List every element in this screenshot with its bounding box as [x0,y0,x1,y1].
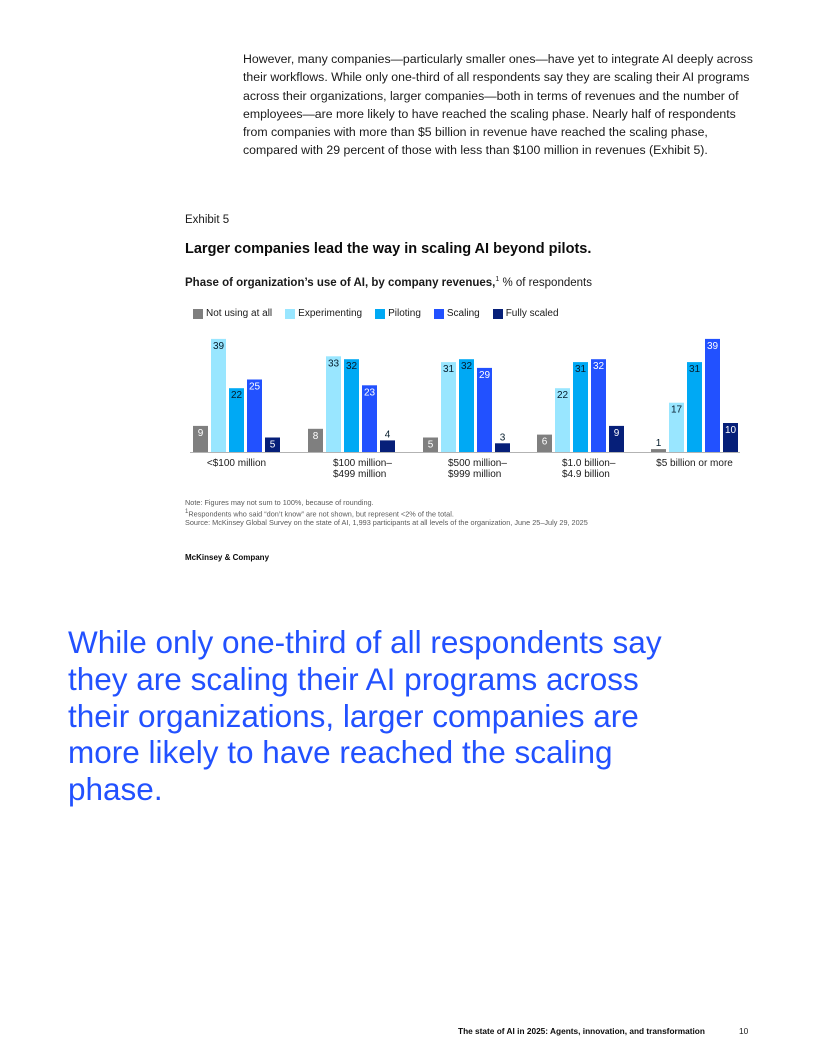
bar-piloting-1 [229,388,244,452]
brand-name: McKinsey & Company [185,553,270,562]
bar-piloting-3 [459,359,474,452]
data-label-not-using-at-all-1: 9 [198,428,204,439]
data-label-piloting-4: 31 [575,364,587,375]
data-label-experimenting-1: 39 [213,341,225,352]
legend-swatch-piloting [375,308,386,319]
data-label-experimenting-4: 22 [557,390,569,401]
data-label-fully-scaled-5: 10 [725,425,737,436]
data-label-not-using-at-all-5: 1 [656,438,662,449]
bar-scaling-2 [362,385,377,452]
data-label-scaling-3: 29 [479,370,491,381]
exhibit-subtitle: Phase of organization’s use of AI, by co… [185,276,592,289]
category-label-1: <$100 million [207,458,266,469]
data-label-scaling-4: 32 [593,361,605,372]
legend-item-fully-scaled: Fully scaled [492,308,559,319]
legend-swatch-scaling [433,308,444,319]
bar-scaling-4 [591,359,606,452]
bar-piloting-4 [573,362,588,452]
data-label-piloting-2: 32 [346,361,358,372]
legend-label-experimenting: Experimenting [298,308,363,319]
category-label-line: $500 million– [448,458,507,469]
bar-experimenting-3 [441,362,456,452]
data-label-experimenting-5: 17 [671,405,683,416]
data-label-piloting-3: 32 [461,361,473,372]
intro-paragraph: However, many companies—particularly sma… [243,52,753,158]
data-label-fully-scaled-4: 9 [614,428,620,439]
note-rounding: Note: Figures may not sum to 100%, becau… [185,498,374,507]
legend-item-not-using: Not using at all [193,308,272,319]
legend-item-scaling: Scaling [433,308,480,319]
bar-fully-scaled-4 [609,425,624,452]
bar-not-using-at-all-4 [537,434,552,452]
category-label-line: $999 million [448,469,501,480]
bar-experimenting-5 [669,402,684,452]
exhibit-label: Exhibit 5 [185,214,230,226]
bar-piloting-5 [687,362,702,452]
data-label-scaling-2: 23 [364,387,376,398]
legend-label-not-using: Not using at all [206,308,273,319]
data-label-fully-scaled-2: 4 [385,429,391,440]
bar-not-using-at-all-2 [308,428,323,452]
bar-experimenting-2 [326,356,341,452]
bar-not-using-at-all-1 [193,425,208,452]
footnote-text: Respondents who said “don’t know” are no… [188,509,454,519]
legend-label-fully-scaled: Fully scaled [505,308,559,319]
category-label-line: $4.9 billion [562,469,610,480]
legend-label-scaling: Scaling [446,308,480,319]
bar-experimenting-4 [555,388,570,452]
data-label-piloting-5: 31 [689,364,701,375]
footnote: 1Respondents who said “don’t know” are n… [185,508,588,519]
category-label-line: $499 million [333,469,386,480]
bar-fully-scaled-1 [265,437,280,452]
bar-piloting-2 [344,359,359,452]
legend-swatch-fully-scaled [492,308,503,319]
category-label-2: $100 million– $499 million [333,458,392,480]
data-label-not-using-at-all-3: 5 [428,440,434,451]
bar-fully-scaled-2 [380,440,395,452]
bar-experimenting-1 [211,338,226,452]
legend-label-piloting: Piloting [388,308,421,319]
bar-scaling-3 [477,367,492,452]
bar-not-using-at-all-5 [651,449,666,452]
category-label-4: $1.0 billion– $4.9 billion [562,458,616,480]
exhibit-subtitle-footnote-marker: 1 [495,276,500,283]
bar-fully-scaled-3 [495,443,510,452]
pull-quote: While only one-third of all respondents … [68,624,662,808]
data-label-not-using-at-all-4: 6 [542,437,548,448]
legend-swatch-experimenting [285,308,296,319]
data-label-scaling-5: 39 [707,341,719,352]
footnote-marker: 1 [185,507,189,515]
data-label-experimenting-3: 31 [443,364,455,375]
bar-not-using-at-all-3 [423,437,438,452]
legend-swatch-not-using [193,308,203,319]
legend-item-piloting: Piloting [375,308,421,319]
legend-item-experimenting: Experimenting [285,308,362,319]
chart-legend: Not using at all Experimenting Piloting … [193,308,572,319]
bar-scaling-1 [247,379,262,452]
data-label-not-using-at-all-2: 8 [313,431,319,442]
page-number: 10 [739,1026,749,1036]
category-label-line: $5 billion or more [656,458,733,469]
exhibit-subtitle-rest: % of respondents [499,276,592,289]
data-label-scaling-1: 25 [249,382,261,393]
footer-title: The state of AI in 2025: Agents, innovat… [458,1026,705,1036]
bar-scaling-5 [705,338,720,452]
exhibit-title: Larger companies lead the way in scaling… [185,241,592,257]
category-label-line: $1.0 billion– [562,458,616,469]
category-label-line: $100 million– [333,458,392,469]
bar-fully-scaled-5 [723,423,738,452]
data-label-experimenting-2: 33 [328,358,340,369]
category-label-5: $5 billion or more [656,458,733,469]
data-label-piloting-1: 22 [231,390,243,401]
exhibit-subtitle-bold: Phase of organization’s use of AI, by co… [185,276,496,289]
source-note: Source: McKinsey Global Survey on the st… [185,517,588,527]
category-label-3: $500 million– $999 million [448,458,507,480]
category-label-line: <$100 million [207,458,266,469]
chart-notes: Note: Figures may not sum to 100%, becau… [185,498,588,527]
data-label-fully-scaled-3: 3 [500,432,506,443]
data-label-fully-scaled-1: 5 [270,440,276,451]
